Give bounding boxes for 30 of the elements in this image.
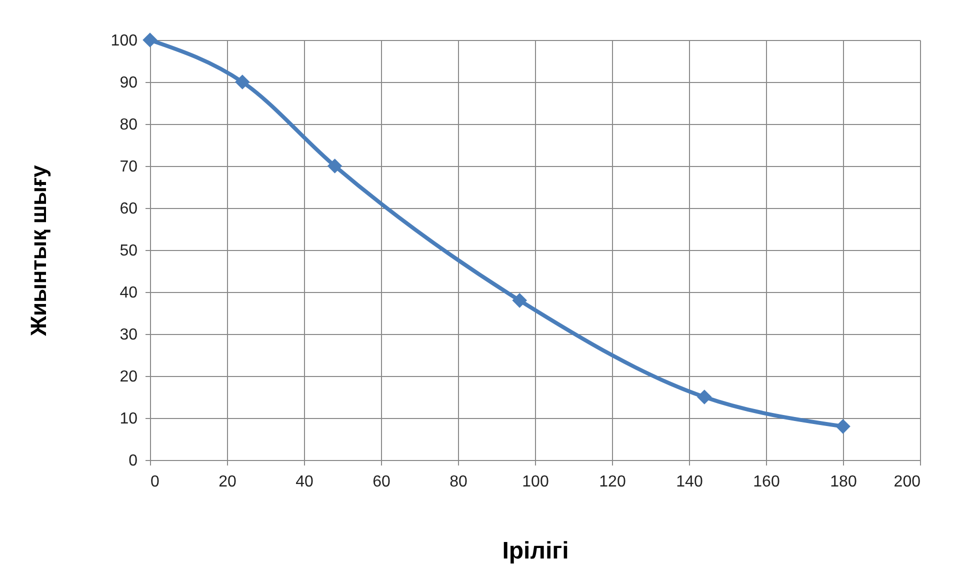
point xyxy=(234,74,250,90)
x-tick-label: 60 xyxy=(372,474,390,490)
x-axis-title: Ірілігі xyxy=(502,538,569,564)
y-tick-label: 80 xyxy=(120,116,138,134)
point xyxy=(696,390,712,404)
y-tick-label: 90 xyxy=(120,74,138,92)
point xyxy=(142,32,158,48)
point xyxy=(327,158,342,174)
y-tick-label: 0 xyxy=(128,452,138,470)
y-tick-label: 20 xyxy=(120,368,138,386)
point xyxy=(512,292,528,308)
y-tick-label: 100 xyxy=(110,32,138,50)
y-tick-label: 70 xyxy=(120,158,138,176)
y-tick-label: 40 xyxy=(120,284,138,302)
x-tick-label: 120 xyxy=(599,474,626,490)
x-tick-label: 100 xyxy=(522,474,549,490)
y-tick-label: 30 xyxy=(120,326,138,344)
x-tick-label: 140 xyxy=(676,474,703,490)
y-tick-label: 60 xyxy=(120,200,138,218)
x-tick-label: 80 xyxy=(450,474,468,490)
x-tick-label: 160 xyxy=(753,474,780,490)
x-tick-label: 40 xyxy=(296,474,314,490)
x-tick-label: 180 xyxy=(830,474,857,490)
y-tick-label: 50 xyxy=(120,242,138,260)
x-tick-label: 20 xyxy=(218,474,236,490)
y-axis-title: Жиынтық шығу xyxy=(26,164,51,337)
y-tick-label: 10 xyxy=(120,410,138,428)
point xyxy=(836,418,850,434)
x-tick-label: 200 xyxy=(894,474,921,490)
x-tick-label: 0 xyxy=(150,474,160,490)
